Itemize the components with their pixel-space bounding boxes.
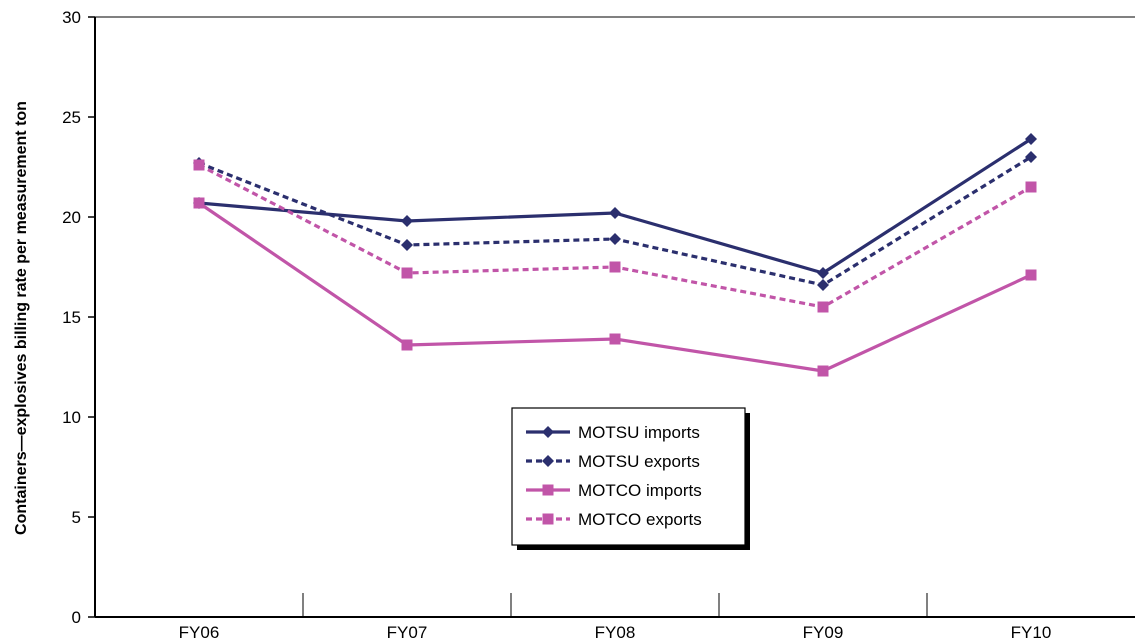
data-point [193, 159, 205, 171]
legend-label: MOTCO imports [578, 481, 702, 500]
data-point [401, 339, 413, 351]
legend: MOTSU imports MOTSU exports MOTCO imports M… [511, 407, 750, 550]
data-point [817, 279, 829, 291]
y-tick-label: 20 [62, 208, 81, 227]
legend-label: MOTSU imports [578, 423, 700, 442]
legend-marker [542, 484, 554, 496]
data-point [609, 233, 621, 245]
data-point [609, 333, 621, 345]
series-line [198, 201, 1032, 373]
y-tick-label: 5 [72, 508, 81, 527]
data-point [401, 239, 413, 251]
data-point [401, 267, 413, 279]
series-motco-imports [193, 197, 1037, 377]
y-tick-label: 25 [62, 108, 81, 127]
data-point [817, 301, 829, 313]
data-point [609, 207, 621, 219]
y-axis-ticks: 0 5 10 15 20 25 30 [62, 8, 95, 627]
data-point [817, 267, 829, 279]
x-tick-label: FY06 [179, 623, 220, 642]
legend-label: MOTSU exports [578, 452, 700, 471]
data-point [817, 365, 829, 377]
legend-marker [542, 513, 554, 525]
x-axis-ticks: FY06 FY07 FY08 FY09 FY10 [179, 593, 1052, 642]
data-point [1025, 151, 1037, 163]
legend-marker [542, 426, 554, 438]
x-tick-label: FY07 [387, 623, 428, 642]
y-tick-label: 0 [72, 608, 81, 627]
y-tick-label: 15 [62, 308, 81, 327]
y-tick-label: 30 [62, 8, 81, 27]
series-layer [193, 133, 1037, 377]
x-tick-label: FY09 [803, 623, 844, 642]
legend-marker [542, 455, 554, 467]
data-point [609, 261, 621, 273]
data-point [1025, 133, 1037, 145]
data-point [1025, 269, 1037, 281]
x-tick-label: FY10 [1011, 623, 1052, 642]
x-tick-label: FY08 [595, 623, 636, 642]
data-point [1025, 181, 1037, 193]
y-tick-label: 10 [62, 408, 81, 427]
data-point [401, 215, 413, 227]
y-axis-title: Containers—explosives billing rate per m… [13, 101, 30, 535]
series-motco-exports [193, 159, 1037, 313]
legend-label: MOTCO exports [578, 510, 702, 529]
series-line [198, 137, 1032, 275]
data-point [193, 197, 205, 209]
